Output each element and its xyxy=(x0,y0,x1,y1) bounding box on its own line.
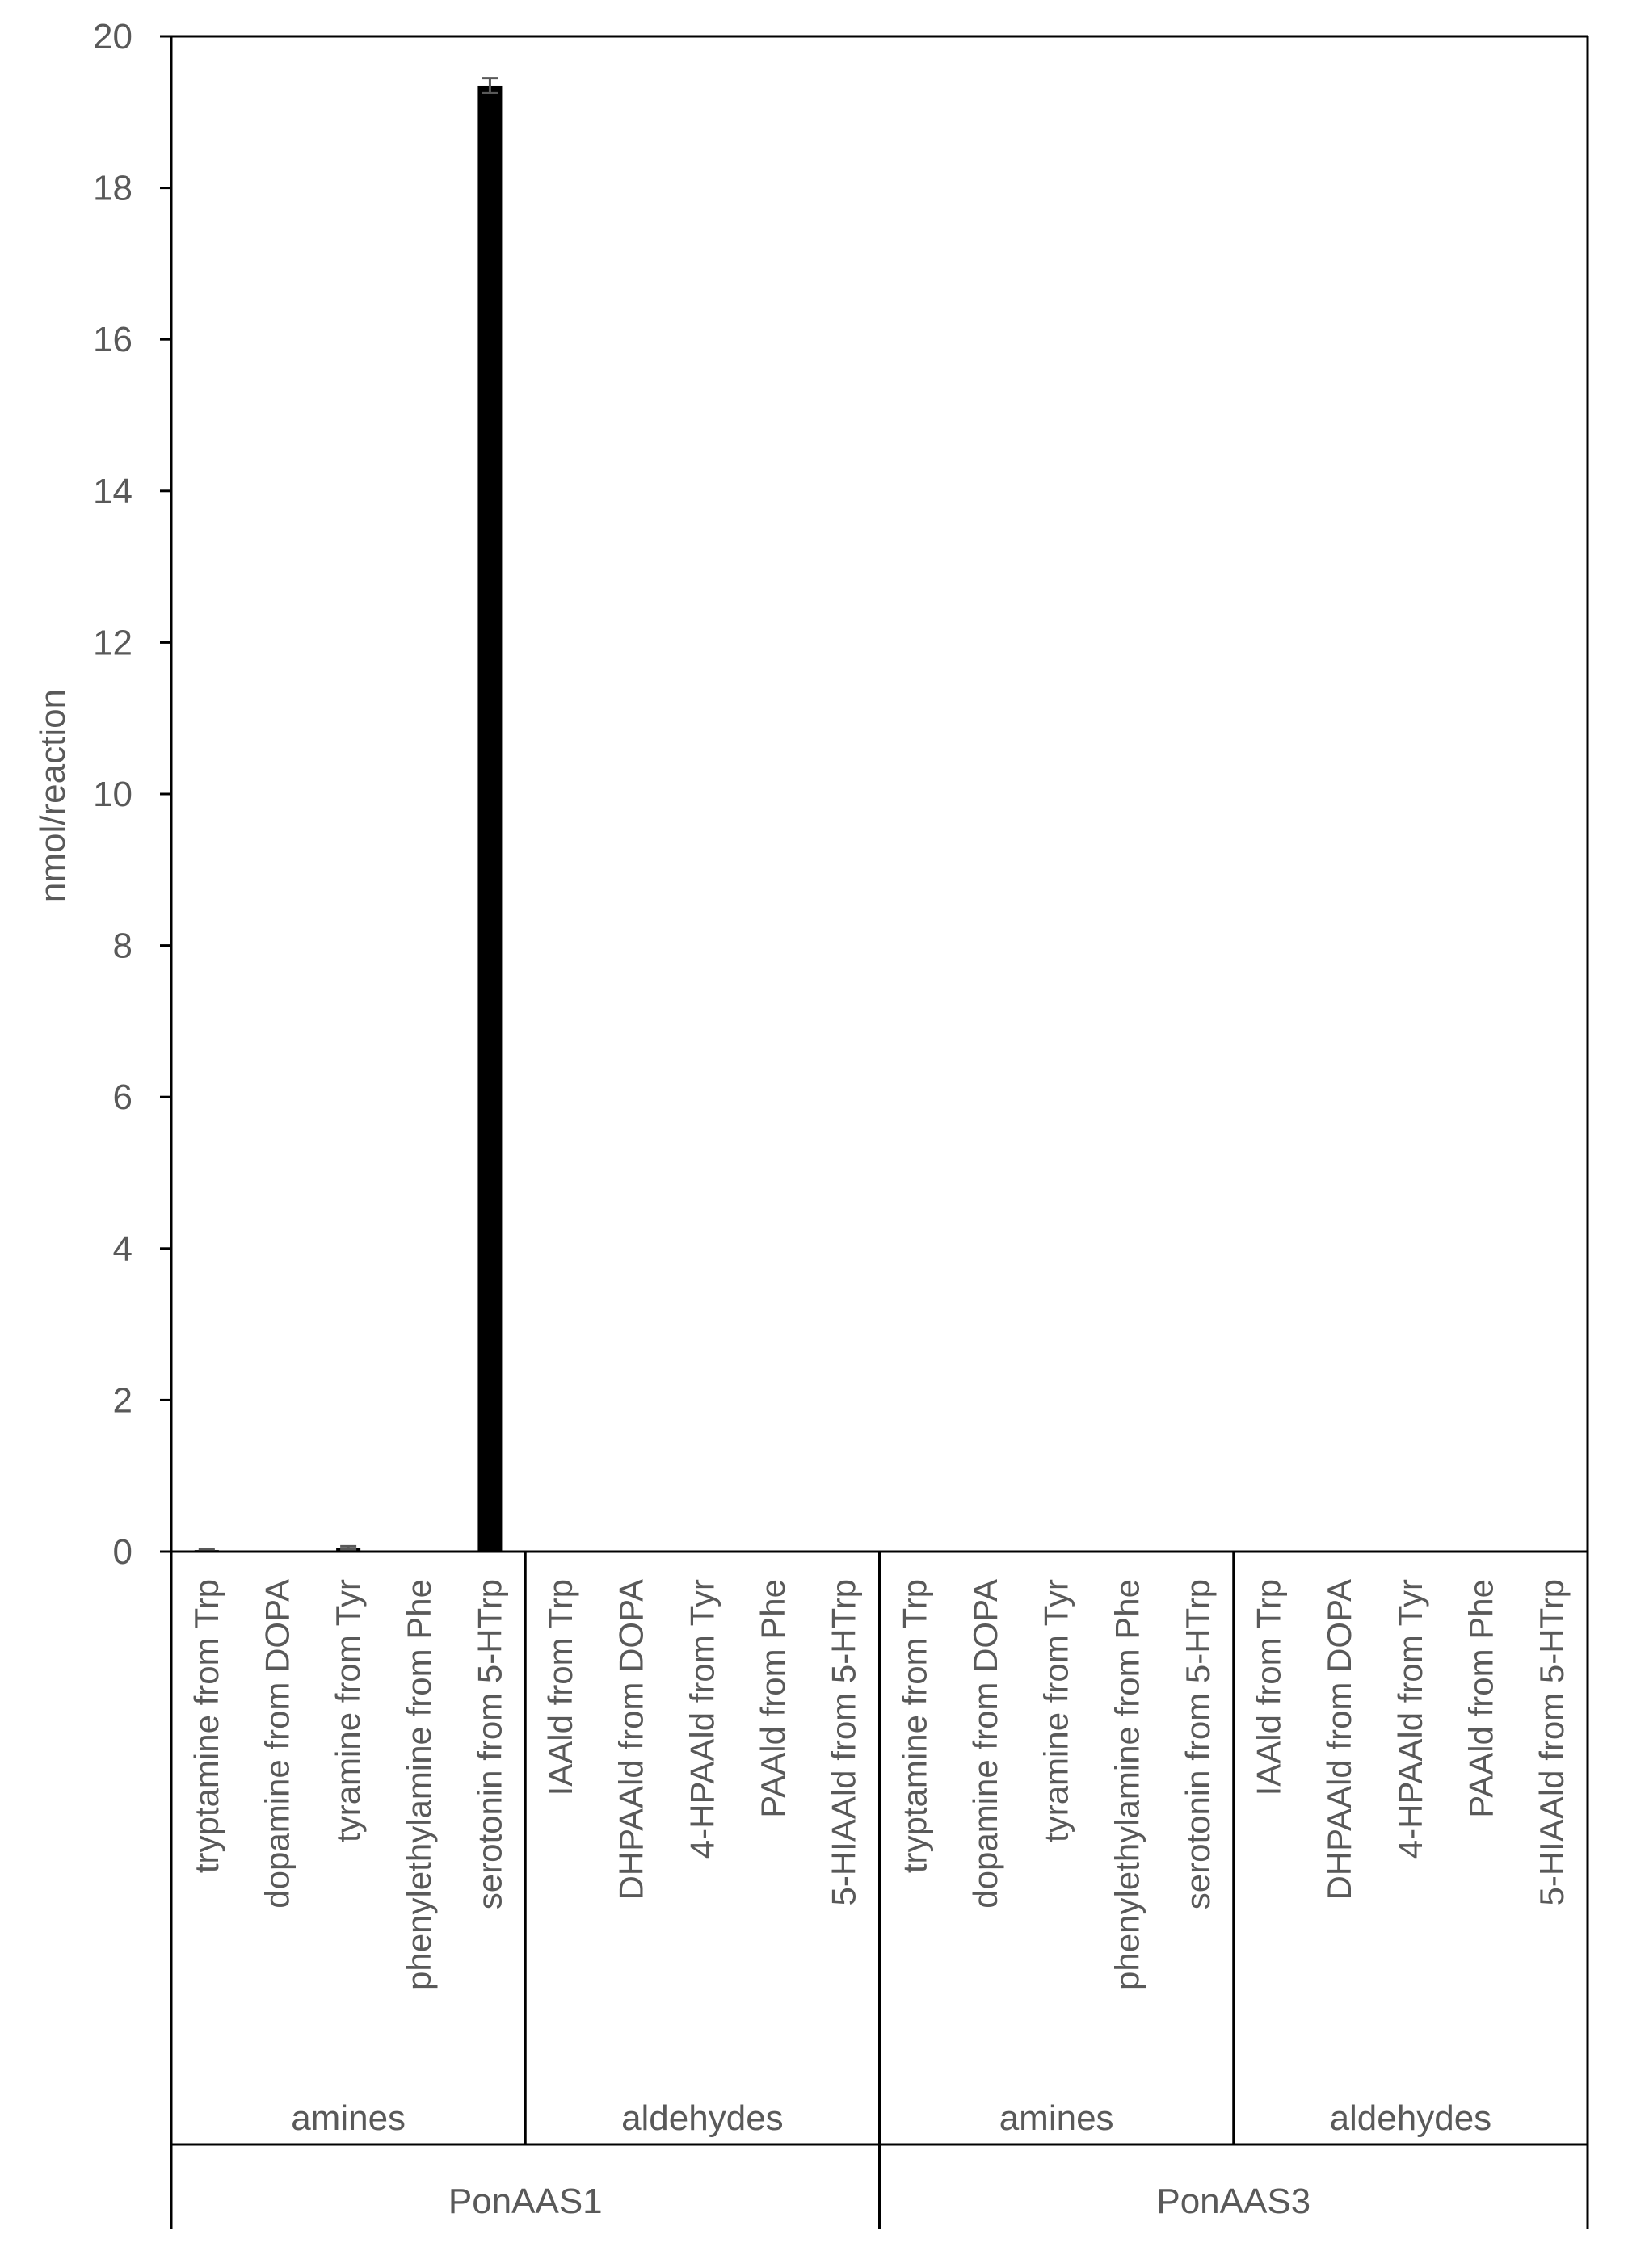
y-axis-label: nmol/reaction xyxy=(33,689,73,902)
y-tick-label: 6 xyxy=(113,1077,133,1117)
y-tick-label: 12 xyxy=(93,623,133,662)
category-label: tryptamine from Trp xyxy=(895,1579,933,1873)
y-tick-label: 18 xyxy=(93,169,133,208)
category-label: DHPAAld from DOPA xyxy=(1320,1579,1358,1900)
category-label: dopamine from DOPA xyxy=(966,1579,1004,1909)
y-tick-label: 16 xyxy=(93,320,133,359)
bars xyxy=(194,77,503,1552)
group-label: PonAAS1 xyxy=(448,2182,603,2221)
category-label: IAAld from Trp xyxy=(541,1579,579,1796)
group-labels: PonAAS1 PonAAS3 xyxy=(448,2182,1310,2221)
category-label: phenylethylamine from Phe xyxy=(400,1579,438,1990)
y-tick-label: 4 xyxy=(113,1229,133,1269)
category-label: serotonin from 5-HTrp xyxy=(1179,1579,1217,1909)
category-label: DHPAAld from DOPA xyxy=(612,1579,650,1900)
category-label: serotonin from 5-HTrp xyxy=(470,1579,508,1909)
subgroup-label: aldehydes xyxy=(621,2098,784,2138)
bar xyxy=(477,85,503,1552)
y-tick-label: 0 xyxy=(113,1532,133,1572)
group-label: PonAAS3 xyxy=(1156,2182,1310,2221)
y-axis-ticks: 0 2 4 6 8 10 12 14 16 18 20 xyxy=(93,17,171,1572)
subgroup-labels: amines aldehydes amines aldehydes xyxy=(291,2098,1491,2138)
category-label: 5-HIAAld from 5-HTrp xyxy=(825,1579,863,1906)
category-label: 4-HPAAld from Tyr xyxy=(1391,1579,1429,1858)
category-label: tyramine from Tyr xyxy=(329,1579,367,1842)
category-label: IAAld from Trp xyxy=(1250,1579,1288,1796)
y-tick-label: 14 xyxy=(93,472,133,511)
category-label: 4-HPAAld from Tyr xyxy=(683,1579,721,1858)
category-label: PAAld from Phe xyxy=(1462,1579,1500,1818)
category-label: phenylethylamine from Phe xyxy=(1108,1579,1146,1990)
y-tick-label: 2 xyxy=(113,1380,133,1420)
category-labels: tryptamine from Trp dopamine from DOPA tyr… xyxy=(187,1579,1571,1990)
category-label: tryptamine from Trp xyxy=(187,1579,225,1873)
category-label: tyramine from Tyr xyxy=(1037,1579,1075,1842)
subgroup-label: amines xyxy=(999,2098,1114,2138)
y-tick-label: 20 xyxy=(93,17,133,57)
y-tick-label: 8 xyxy=(113,926,133,966)
subgroup-label: amines xyxy=(291,2098,406,2138)
category-label: PAAld from Phe xyxy=(754,1579,792,1818)
category-label: dopamine from DOPA xyxy=(258,1579,296,1909)
plot-frame xyxy=(170,35,1589,2229)
y-tick-label: 10 xyxy=(93,775,133,814)
subgroup-label: aldehydes xyxy=(1330,2098,1492,2138)
category-label: 5-HIAAld from 5-HTrp xyxy=(1533,1579,1571,1906)
